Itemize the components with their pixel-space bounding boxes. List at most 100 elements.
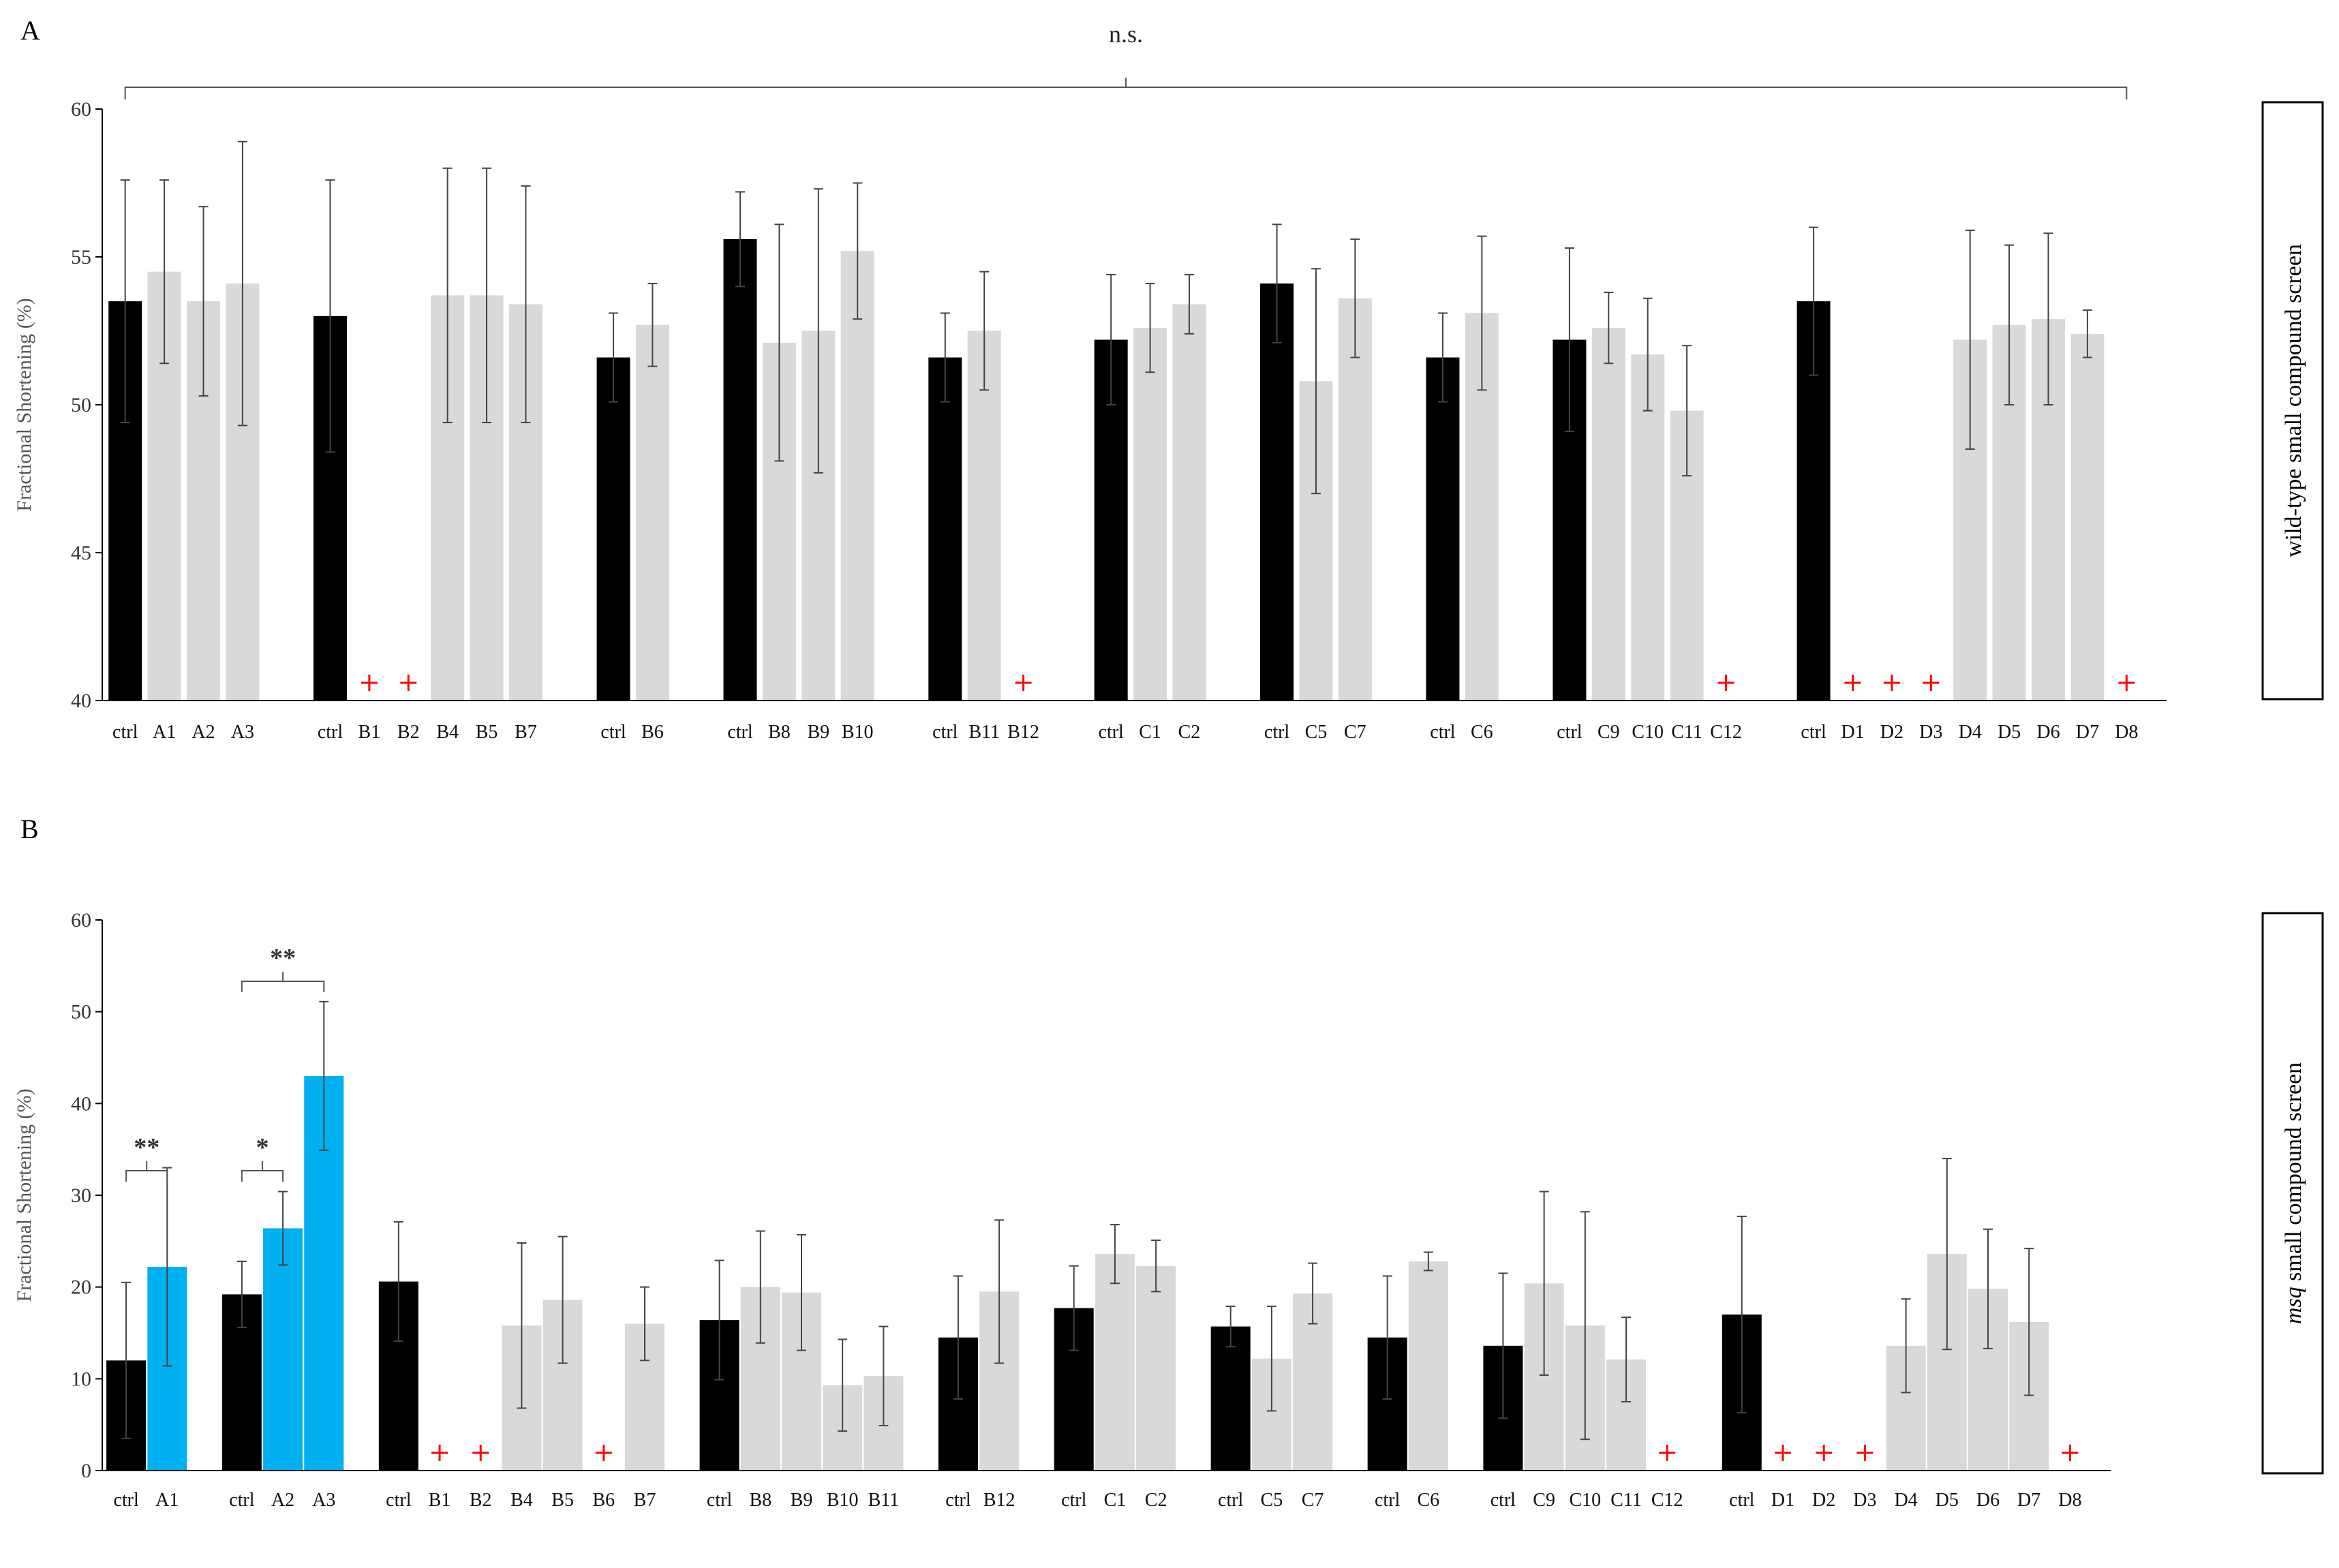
y-tick-label: 40 (71, 690, 91, 712)
bar-ctrl (596, 357, 630, 701)
x-tick-label: ctrl (318, 722, 343, 743)
y-axis-label: Fractional Shortening (%) (13, 298, 35, 511)
bar-ctrl (1210, 1326, 1251, 1471)
x-tick-label: B10 (827, 1490, 859, 1511)
bar-C6 (1408, 1261, 1448, 1471)
x-tick-label: D7 (2076, 722, 2099, 743)
x-tick-label: ctrl (1490, 1490, 1516, 1511)
bar-C1 (1133, 328, 1167, 701)
panel-A: A 40 45 50 55 60 Fractional Shortening (%) ctrl… (13, 15, 2324, 743)
bar-C7 (1338, 298, 1372, 701)
significance-bracket (125, 1161, 168, 1182)
side-label-italic: msq (2281, 1287, 2306, 1324)
x-tick-label: C6 (1418, 1490, 1440, 1511)
x-tick-label: ctrl (1729, 1490, 1755, 1511)
x-tick-label: C6 (1471, 722, 1493, 743)
bar-C2 (1136, 1265, 1176, 1471)
x-tick-label: ctrl (1557, 722, 1583, 743)
x-tick-label: C10 (1569, 1490, 1601, 1511)
x-tick-label: D1 (1771, 1490, 1794, 1511)
x-tick-label: ctrl (932, 722, 958, 743)
x-tick-label: C1 (1139, 722, 1161, 743)
y-tick-label: 50 (71, 394, 91, 416)
x-tick-label: C11 (1610, 1490, 1642, 1511)
x-tick-label: B7 (634, 1490, 656, 1511)
significance-label: ** (270, 944, 296, 972)
x-tick-label: C5 (1305, 722, 1328, 743)
x-tick-label: B12 (983, 1490, 1015, 1511)
x-tick-label: B11 (868, 1490, 900, 1511)
x-tick-label: B8 (749, 1490, 771, 1511)
x-tick-label: A2 (192, 722, 215, 743)
bar-ctrl (1260, 283, 1294, 701)
bar-ctrl (1426, 357, 1460, 701)
side-label-box (2261, 912, 2324, 1475)
x-tick-label: D5 (1998, 722, 2021, 743)
x-tick-label: D6 (2036, 722, 2060, 743)
panel-label: B (20, 814, 39, 844)
y-tick-label: 60 (71, 909, 91, 932)
y-tick-label: 50 (71, 1001, 91, 1024)
x-tick-label: ctrl (1801, 722, 1826, 743)
x-tick-label: D6 (1976, 1490, 2000, 1511)
x-tick-label: ctrl (1264, 722, 1290, 743)
x-tick-label: C9 (1597, 722, 1620, 743)
x-tick-label: ctrl (113, 1490, 139, 1511)
x-tick-label: ctrl (727, 722, 753, 743)
x-tick-label: D2 (1812, 1490, 1835, 1511)
bar-C10 (1631, 354, 1665, 701)
x-tick-label: ctrl (1375, 1490, 1401, 1511)
x-tick-label: B8 (768, 722, 791, 743)
significance-bracket (124, 78, 2128, 99)
x-tick-label: B2 (397, 722, 420, 743)
x-tick-label: D4 (1959, 722, 1982, 743)
x-tick-label: C10 (1632, 722, 1664, 743)
y-tick-label: 55 (71, 246, 91, 268)
x-tick-label: D1 (1841, 722, 1864, 743)
bar-B6 (635, 324, 669, 701)
x-tick-label: B6 (592, 1490, 615, 1511)
y-tick-label: 0 (81, 1460, 91, 1482)
x-tick-label: B10 (842, 722, 874, 743)
x-tick-label: B5 (551, 1490, 574, 1511)
bar-ctrl (723, 239, 757, 701)
significance-bracket (241, 1161, 284, 1182)
x-tick-label: B4 (510, 1490, 533, 1511)
bar-ctrl (928, 357, 962, 701)
x-tick-label: ctrl (707, 1490, 733, 1511)
x-tick-label: ctrl (1099, 722, 1125, 743)
x-tick-label: C7 (1302, 1490, 1324, 1511)
x-tick-label: ctrl (112, 722, 138, 743)
bar-C1 (1095, 1254, 1135, 1471)
x-tick-label: A3 (312, 1490, 335, 1511)
x-tick-label: B4 (436, 722, 459, 743)
x-tick-label: C12 (1651, 1490, 1683, 1511)
side-label-text: small compound screen (2281, 1062, 2306, 1287)
y-axis-label: Fractional Shortening (%) (13, 1088, 35, 1302)
x-tick-label: D8 (2058, 1490, 2081, 1511)
x-tick-label: C11 (1671, 722, 1702, 743)
bar-B10 (840, 251, 874, 701)
side-label: wild-type small compound screen (2281, 244, 2306, 557)
x-tick-label: D7 (2017, 1490, 2040, 1511)
x-tick-label: ctrl (386, 1490, 412, 1511)
x-tick-label: D5 (1936, 1490, 1959, 1511)
x-tick-label: ctrl (229, 1490, 255, 1511)
x-tick-label: ctrl (1218, 1490, 1244, 1511)
bar-C2 (1172, 304, 1206, 701)
x-tick-label: B2 (470, 1490, 492, 1511)
significance-label: ** (134, 1133, 159, 1162)
y-tick-label: 40 (71, 1092, 91, 1115)
significance-label: n.s. (1109, 20, 1143, 48)
x-tick-label: C2 (1145, 1490, 1167, 1511)
x-tick-label: B1 (429, 1490, 451, 1511)
y-tick-label: 60 (71, 98, 91, 121)
x-tick-label: D2 (1880, 722, 1904, 743)
x-tick-label: D3 (1853, 1490, 1876, 1511)
x-tick-label: C7 (1344, 722, 1366, 743)
x-tick-label: C5 (1261, 1490, 1283, 1511)
x-tick-label: B1 (358, 722, 381, 743)
y-tick-label: 20 (71, 1276, 91, 1299)
x-tick-label: B7 (515, 722, 537, 743)
